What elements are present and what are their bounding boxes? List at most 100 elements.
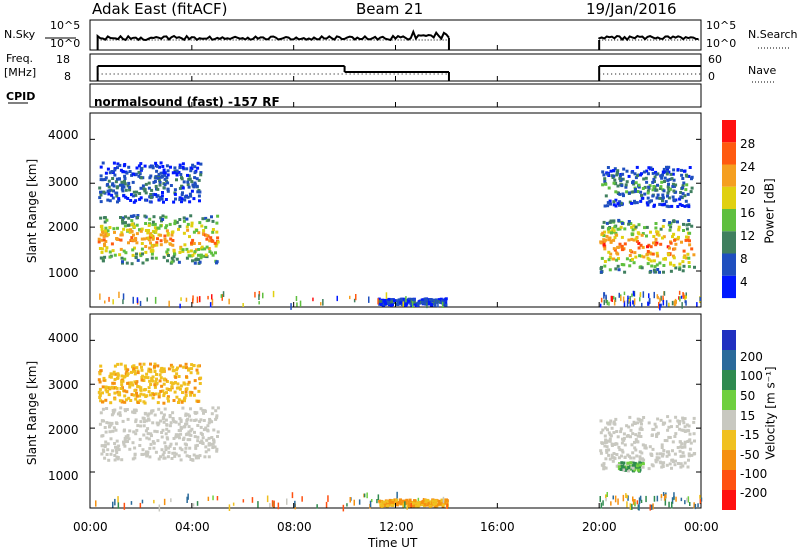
power-mark — [211, 228, 215, 231]
power-mark — [636, 190, 640, 193]
velocity-mark — [149, 383, 153, 386]
velocity-mark — [622, 494, 625, 502]
velocity-mark — [134, 408, 138, 412]
power-mark — [104, 300, 106, 304]
power-mark — [649, 252, 653, 256]
velocity-mark — [179, 432, 183, 436]
power-mark — [198, 190, 202, 194]
power-mark — [154, 227, 158, 231]
velocity-mark — [169, 388, 172, 392]
power-mark — [120, 180, 124, 184]
power-mark — [663, 257, 667, 260]
velocity-mark — [152, 446, 156, 450]
velocity-mark — [164, 418, 168, 422]
power-mark — [132, 190, 136, 194]
power-mark — [686, 235, 690, 239]
power-mark — [99, 233, 103, 237]
power-mark — [182, 231, 186, 235]
power-mark — [299, 300, 302, 307]
velocity-mark — [686, 440, 690, 443]
velocity-mark — [615, 442, 619, 446]
velocity-mark — [622, 461, 626, 465]
velocity-mark — [128, 447, 132, 451]
power-mark — [672, 263, 676, 267]
velocity-mark — [683, 417, 687, 421]
velocity-mark — [151, 409, 155, 413]
power-mark — [645, 180, 649, 184]
velocity-mark — [444, 501, 448, 505]
power-mark — [635, 201, 639, 205]
beam-title: Beam 21 — [356, 0, 424, 18]
power-mark — [670, 177, 674, 181]
power-mark — [123, 224, 127, 228]
power-mark — [124, 215, 127, 219]
power-mark — [187, 185, 191, 189]
velocity-mark — [604, 457, 608, 461]
power-mark — [420, 298, 424, 302]
velocity-mark — [151, 379, 154, 383]
power-mark — [185, 225, 189, 229]
velocity-mark — [151, 396, 155, 400]
velocity-mark — [666, 428, 670, 432]
velocity-mark — [631, 461, 635, 465]
power-mark — [124, 188, 128, 192]
power-mark — [147, 238, 151, 242]
velocity-mark — [325, 501, 328, 508]
velocity-mark — [251, 497, 254, 503]
power-mark — [614, 233, 618, 237]
power-mark — [177, 170, 181, 174]
velocity-mark — [175, 386, 179, 390]
velocity-mark — [142, 379, 146, 382]
power-mark — [104, 171, 108, 175]
power-mark — [683, 194, 687, 198]
velocity-mark — [617, 456, 621, 460]
power-mark — [192, 185, 196, 189]
velocity-mark — [97, 378, 101, 382]
power-mark — [678, 202, 682, 206]
velocity-mark — [660, 446, 664, 449]
power-mark — [639, 199, 643, 203]
power-mark — [170, 231, 174, 235]
power-mark — [622, 263, 626, 267]
velocity-mark — [171, 411, 175, 415]
power-mark — [114, 191, 118, 195]
power-mark — [141, 261, 145, 265]
velocity-mark — [97, 390, 101, 394]
velocity-mark — [177, 401, 180, 404]
velocity-mark — [176, 366, 179, 370]
velocity-mark — [665, 439, 669, 443]
power-mark — [647, 301, 649, 306]
power-mark — [112, 299, 114, 305]
power-mark — [633, 189, 637, 193]
velocity-mark — [125, 390, 129, 394]
power-mark — [158, 181, 162, 184]
power-mark — [121, 183, 125, 187]
velocity-mark — [170, 457, 174, 460]
velocity-mark — [396, 491, 398, 499]
power-mark — [679, 296, 681, 302]
power-mark — [149, 235, 153, 239]
velocity-mark — [671, 449, 674, 453]
velocity-mark — [411, 501, 415, 505]
velocity-mark — [180, 426, 184, 430]
velocity-mark — [164, 448, 168, 452]
power-mark — [424, 297, 428, 301]
power-mark — [648, 293, 650, 299]
power-mark — [121, 170, 125, 173]
velocity-mark — [98, 387, 102, 391]
power-mark — [613, 300, 616, 306]
power-mark — [123, 182, 127, 186]
power-mark — [178, 163, 182, 167]
velocity-mark — [172, 437, 176, 440]
velocity-mark — [208, 417, 212, 421]
velocity-mark — [187, 493, 189, 500]
power-mark — [156, 237, 159, 241]
power-mark — [166, 233, 170, 237]
power-mark — [159, 239, 163, 243]
velocity-mark — [130, 370, 133, 374]
power-mark — [135, 223, 139, 227]
velocity-mark — [109, 386, 113, 390]
velocity-mark — [160, 384, 164, 388]
velocity-mark — [113, 442, 117, 445]
velocity-mark — [204, 445, 208, 449]
